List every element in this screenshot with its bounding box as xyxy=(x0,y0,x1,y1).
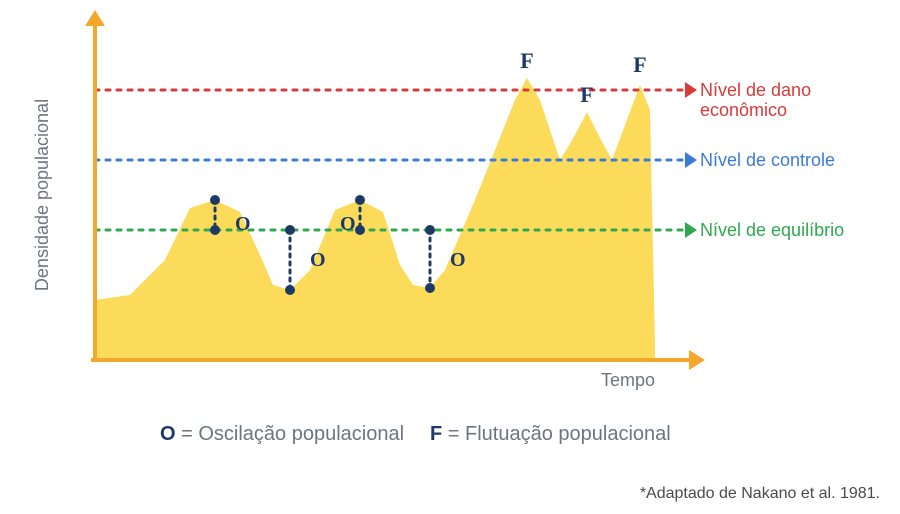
legend-oscillation: O = Oscilação populacional xyxy=(160,423,404,445)
source-attribution: *Adaptado de Nakano et al. 1981. xyxy=(640,485,880,502)
plot-area: Nível de equilíbrio Nível de controle Níve… xyxy=(85,10,844,370)
arrowhead-icon xyxy=(685,222,697,238)
level-label-equilibrio: Nível de equilíbrio xyxy=(700,220,844,240)
legend-f-text: = Flutuação populacional xyxy=(442,423,671,445)
y-axis-label: Densidade populacional xyxy=(32,99,52,291)
fluctuation-label: F xyxy=(633,52,646,77)
fluctuation-label: F xyxy=(520,48,533,73)
fluctuation-label: F xyxy=(580,82,593,107)
arrowhead-icon xyxy=(85,10,105,26)
oscillation-marker-bottom xyxy=(355,225,365,235)
oscillation-marker-top xyxy=(355,195,365,205)
oscillation-marker-top xyxy=(425,225,435,235)
oscillation-label: O xyxy=(310,249,326,271)
oscillation-label: O xyxy=(235,213,251,235)
chart-container: Nível de equilíbrio Nível de controle Níve… xyxy=(0,0,900,514)
population-area xyxy=(95,78,655,360)
oscillation-marker-top xyxy=(210,195,220,205)
arrowhead-icon xyxy=(685,152,697,168)
arrowhead-icon xyxy=(685,82,697,98)
level-label-dano: Nível de danoeconômico xyxy=(700,80,811,120)
oscillation-marker-top xyxy=(285,225,295,235)
oscillation-marker-bottom xyxy=(210,225,220,235)
legend-f-symbol: F xyxy=(430,423,442,445)
oscillation-marker-bottom xyxy=(425,283,435,293)
level-label-controle: Nível de controle xyxy=(700,150,835,170)
oscillation-label: O xyxy=(450,249,466,271)
legend-o-text: = Oscilação populacional xyxy=(176,423,404,445)
oscillation-label: O xyxy=(340,213,356,235)
arrowhead-icon xyxy=(689,350,705,370)
legend-o-symbol: O xyxy=(160,423,176,445)
x-axis-label: Tempo xyxy=(601,370,655,390)
legend-fluctuation: F = Flutuação populacional xyxy=(430,423,671,445)
oscillation-marker-bottom xyxy=(285,285,295,295)
chart-svg: Nível de equilíbrio Nível de controle Níve… xyxy=(0,0,900,514)
